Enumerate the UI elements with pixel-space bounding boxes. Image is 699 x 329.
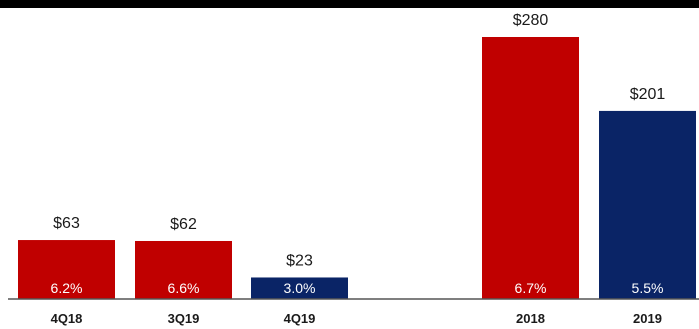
- value-label-4q18: $63: [53, 215, 80, 232]
- percent-label-4q19: 3.0%: [284, 280, 316, 296]
- percent-label-3q19: 6.6%: [168, 280, 200, 296]
- bar-4q19: [251, 277, 348, 299]
- value-label-4q19: $23: [286, 252, 313, 269]
- value-label-2019: $201: [630, 86, 666, 103]
- bar-2019: [599, 110, 696, 300]
- category-label-4q19: 4Q19: [284, 311, 316, 326]
- bar-2018: [482, 37, 579, 299]
- header-band: [0, 0, 699, 8]
- percent-label-2019: 5.5%: [632, 280, 664, 296]
- labels-group: $63 6.2% 4Q18 $62 6.6% 3Q19 $23 3.0% 4Q19 $280 6.7…: [51, 12, 666, 326]
- category-label-2018: 2018: [516, 311, 545, 326]
- bar-3q19: [135, 240, 232, 299]
- percent-label-2018: 6.7%: [515, 280, 547, 296]
- category-label-3q19: 3Q19: [168, 311, 200, 326]
- category-label-4q18: 4Q18: [51, 311, 83, 326]
- category-label-2019: 2019: [633, 311, 662, 326]
- bars-group: [18, 37, 696, 300]
- value-label-3q19: $62: [170, 216, 197, 233]
- value-label-2018: $280: [513, 12, 549, 29]
- percent-label-4q18: 6.2%: [51, 280, 83, 296]
- bar-4q18: [18, 240, 115, 299]
